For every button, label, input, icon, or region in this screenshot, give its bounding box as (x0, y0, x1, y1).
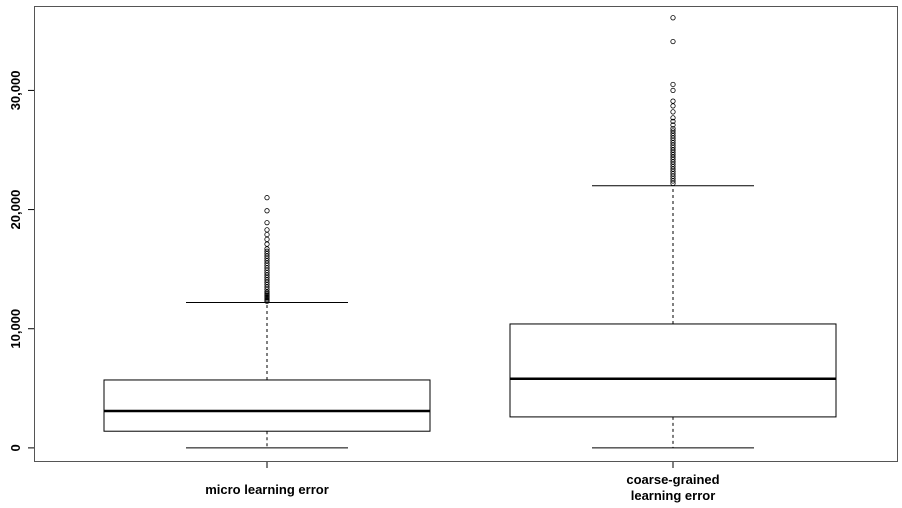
outlier-point (670, 15, 676, 21)
y-tick-label: 0 (8, 444, 23, 451)
outlier-point (264, 195, 270, 201)
x-category-label: micro learning error (205, 482, 329, 497)
outlier-point (670, 87, 676, 94)
outlier-point (670, 115, 676, 121)
y-tick-label: 10,000 (8, 309, 23, 349)
y-tick-label: 20,000 (8, 190, 23, 230)
outlier-point (670, 118, 676, 124)
outlier-point (670, 109, 676, 115)
x-category-label: coarse-grained (626, 472, 719, 487)
outlier-point (670, 38, 676, 45)
y-axis: 0 10,000 20,000 30,000 (8, 71, 34, 452)
outlier-point (264, 248, 270, 254)
outlier-point (264, 236, 270, 242)
plot-frame (34, 6, 898, 462)
outlier-point (264, 231, 270, 238)
outlier-point (670, 122, 676, 128)
outlier-point (264, 241, 270, 247)
outlier-point (264, 208, 270, 214)
box-group (509, 15, 837, 449)
x-category-label: learning error (631, 488, 716, 503)
outlier-point (264, 220, 270, 226)
iqr-box (509, 323, 837, 418)
outlier-point (670, 81, 676, 88)
box-group (103, 195, 431, 449)
outlier-point (670, 128, 676, 134)
y-tick-label: 30,000 (8, 71, 23, 111)
x-axis-labels: micro learning error coarse-grainedlearni… (205, 462, 720, 503)
iqr-box (103, 379, 431, 432)
outlier-point (264, 227, 270, 233)
boxes-layer (103, 15, 837, 449)
outlier-point (670, 125, 676, 132)
outlier-point (670, 103, 676, 109)
outlier-point (670, 98, 676, 104)
